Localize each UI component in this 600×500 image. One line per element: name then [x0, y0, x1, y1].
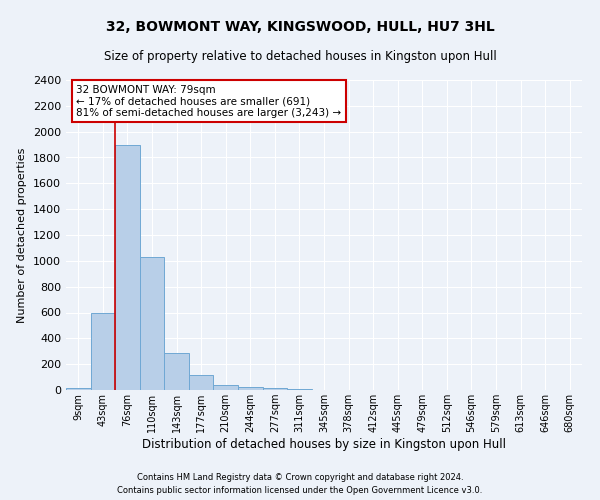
Text: Contains HM Land Registry data © Crown copyright and database right 2024.: Contains HM Land Registry data © Crown c…: [137, 472, 463, 482]
X-axis label: Distribution of detached houses by size in Kingston upon Hull: Distribution of detached houses by size …: [142, 438, 506, 451]
Bar: [238, 387, 263, 390]
Y-axis label: Number of detached properties: Number of detached properties: [17, 148, 28, 322]
Bar: [189, 375, 214, 390]
Bar: [115, 144, 140, 390]
Text: Contains public sector information licensed under the Open Government Licence v3: Contains public sector information licen…: [118, 486, 482, 495]
Bar: [91, 312, 115, 390]
Text: 32 BOWMONT WAY: 79sqm
← 17% of detached houses are smaller (691)
81% of semi-det: 32 BOWMONT WAY: 79sqm ← 17% of detached …: [76, 84, 341, 118]
Text: 32, BOWMONT WAY, KINGSWOOD, HULL, HU7 3HL: 32, BOWMONT WAY, KINGSWOOD, HULL, HU7 3H…: [106, 20, 494, 34]
Text: Size of property relative to detached houses in Kingston upon Hull: Size of property relative to detached ho…: [104, 50, 496, 63]
Bar: [66, 388, 91, 390]
Bar: [263, 388, 287, 390]
Bar: [164, 352, 189, 390]
Bar: [140, 257, 164, 390]
Bar: [214, 385, 238, 390]
